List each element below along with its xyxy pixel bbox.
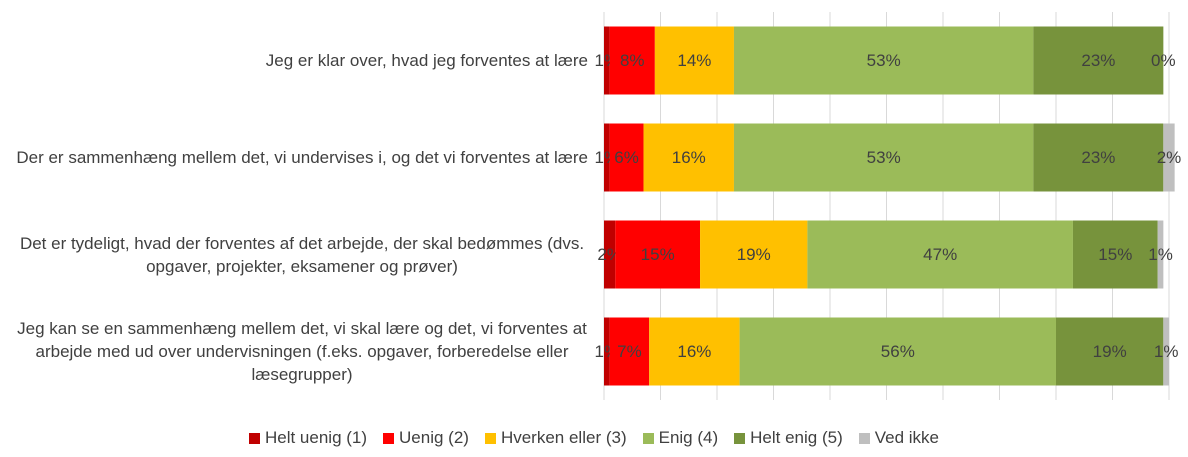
legend-swatch — [642, 432, 654, 444]
data-label: 47% — [923, 245, 957, 264]
category-label-box: Jeg er klar over, hvad jeg forventes at … — [0, 21, 588, 101]
legend: Helt uenig (1) Uenig (2) Hverken eller (3)… — [0, 428, 1188, 448]
legend-label: Enig (4) — [658, 428, 719, 447]
data-label: 19% — [1093, 342, 1127, 361]
bar-segment — [1056, 317, 1164, 386]
data-label: 8% — [620, 51, 645, 70]
data-label: 15% — [641, 245, 675, 264]
bar-segment — [739, 317, 1056, 386]
data-label: 1% — [1154, 342, 1179, 361]
bar-segment — [609, 26, 655, 95]
bar-segment — [1163, 123, 1175, 192]
legend-label: Helt enig (5) — [750, 428, 843, 447]
data-label: 6% — [614, 148, 639, 167]
data-label: 7% — [617, 342, 642, 361]
data-label: 15% — [1098, 245, 1132, 264]
legend-swatch — [248, 432, 260, 444]
bar-segment — [733, 26, 1034, 95]
data-label: 53% — [867, 51, 901, 70]
bar-segment — [643, 123, 734, 192]
legend-item: Helt enig (5) — [734, 428, 843, 448]
data-label: 56% — [881, 342, 915, 361]
bar-segment — [649, 317, 740, 386]
legend-item: Enig (4) — [642, 428, 719, 448]
bar-segment — [604, 220, 616, 289]
legend-item: Uenig (2) — [383, 428, 469, 448]
category-label-box: Jeg kan se en sammenhæng mellem det, vi … — [0, 312, 588, 392]
legend-swatch — [858, 432, 870, 444]
category-label: Det er tydeligt, hvad der forventes af d… — [19, 233, 585, 276]
bar-segment — [1033, 123, 1164, 192]
bar-segment — [604, 26, 610, 95]
legend-swatch — [383, 432, 395, 444]
data-label: 1% — [1148, 245, 1173, 264]
bar-segment — [1157, 220, 1164, 289]
legend-item: Hverken eller (3) — [484, 428, 627, 448]
data-label: 19% — [737, 245, 771, 264]
legend-swatch — [734, 432, 746, 444]
bar-segment — [654, 26, 734, 95]
data-label: 53% — [867, 148, 901, 167]
legend-label: Helt uenig (1) — [264, 428, 368, 447]
legend-item: Helt uenig (1) — [248, 428, 368, 448]
bar-segment — [615, 220, 701, 289]
legend-swatch — [484, 432, 496, 444]
data-label: 0% — [1151, 51, 1176, 70]
data-label: 23% — [1081, 51, 1115, 70]
bar-segment — [700, 220, 808, 289]
bar-segment — [609, 317, 650, 386]
legend-label: Hverken eller (3) — [500, 428, 627, 447]
data-label: 2% — [1157, 148, 1182, 167]
bar-segment — [1072, 220, 1158, 289]
category-label-box: Det er tydeligt, hvad der forventes af d… — [0, 215, 588, 295]
bar-segment — [604, 317, 610, 386]
data-label: 16% — [672, 148, 706, 167]
legend-item: Ved ikke — [858, 428, 940, 448]
bar-segment — [604, 123, 610, 192]
bar-segment — [1033, 26, 1164, 95]
category-label: Der er sammenhæng mellem det, vi undervi… — [16, 148, 588, 167]
category-label-box: Der er sammenhæng mellem det, vi undervi… — [0, 118, 588, 198]
category-label: Jeg er klar over, hvad jeg forventes at … — [265, 51, 588, 70]
legend-label: Ved ikke — [874, 428, 940, 447]
legend-label: Uenig (2) — [399, 428, 469, 447]
data-label: 23% — [1081, 148, 1115, 167]
bar-segment — [807, 220, 1073, 289]
data-label: 16% — [677, 342, 711, 361]
bar-segment — [733, 123, 1034, 192]
category-label: Jeg kan se en sammenhæng mellem det, vi … — [17, 319, 587, 384]
bar-segment — [1163, 317, 1169, 386]
bar-segment — [609, 123, 644, 192]
data-label: 14% — [677, 51, 711, 70]
